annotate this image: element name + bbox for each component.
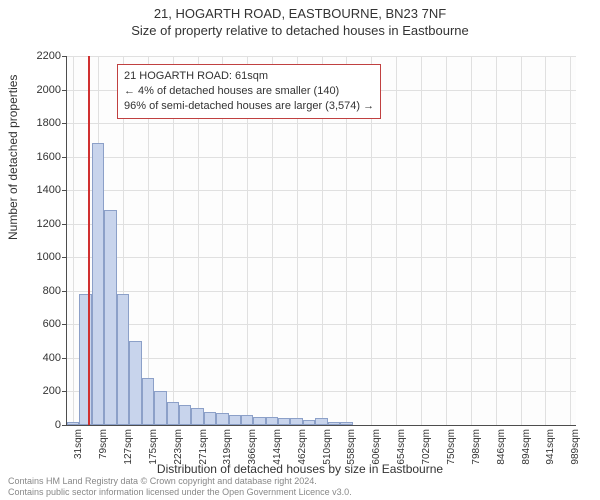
y-tick-label: 2200 bbox=[11, 50, 67, 62]
x-tick-label: 846sqm bbox=[496, 429, 507, 465]
credits-line: Contains public sector information licen… bbox=[8, 487, 352, 498]
histogram-bar bbox=[266, 417, 278, 425]
chart-title-main: 21, HOGARTH ROAD, EASTBOURNE, BN23 7NF bbox=[0, 0, 600, 21]
y-tick-mark bbox=[62, 391, 67, 392]
histogram-bar bbox=[328, 422, 340, 425]
x-tick-label: 606sqm bbox=[371, 429, 382, 465]
y-tick-label: 1000 bbox=[11, 251, 67, 263]
credits-text: Contains HM Land Registry data © Crown c… bbox=[8, 476, 352, 498]
y-tick-mark bbox=[62, 224, 67, 225]
histogram-bar bbox=[67, 422, 79, 425]
histogram-bar bbox=[204, 412, 216, 425]
x-tick-label: 223sqm bbox=[173, 429, 184, 465]
histogram-bar bbox=[79, 294, 91, 425]
y-tick-label: 600 bbox=[11, 318, 67, 330]
y-tick-label: 2000 bbox=[11, 84, 67, 96]
histogram-bar bbox=[191, 408, 203, 425]
x-tick-label: 175sqm bbox=[148, 429, 159, 465]
x-tick-label: 79sqm bbox=[98, 429, 109, 459]
gridline-vertical bbox=[73, 56, 74, 425]
y-tick-mark bbox=[62, 90, 67, 91]
x-tick-label: 462sqm bbox=[297, 429, 308, 465]
plot-area: 0200400600800100012001400160018002000220… bbox=[66, 56, 576, 426]
y-tick-mark bbox=[62, 56, 67, 57]
y-tick-mark bbox=[62, 123, 67, 124]
y-tick-label: 1800 bbox=[11, 117, 67, 129]
x-tick-label: 750sqm bbox=[446, 429, 457, 465]
x-tick-label: 702sqm bbox=[421, 429, 432, 465]
histogram-bar bbox=[290, 418, 302, 425]
x-axis-label: Distribution of detached houses by size … bbox=[0, 462, 600, 476]
gridline-vertical bbox=[396, 56, 397, 425]
x-tick-label: 366sqm bbox=[247, 429, 258, 465]
x-tick-label: 941sqm bbox=[545, 429, 556, 465]
x-tick-label: 798sqm bbox=[471, 429, 482, 465]
y-tick-label: 400 bbox=[11, 352, 67, 364]
histogram-bar bbox=[340, 422, 352, 425]
annotation-line: 96% of semi-detached houses are larger (… bbox=[124, 99, 374, 114]
gridline-vertical bbox=[421, 56, 422, 425]
chart-container: 21, HOGARTH ROAD, EASTBOURNE, BN23 7NF S… bbox=[0, 0, 600, 500]
x-tick-label: 31sqm bbox=[73, 429, 84, 459]
histogram-bar bbox=[241, 415, 253, 425]
x-tick-label: 654sqm bbox=[396, 429, 407, 465]
annotation-line: ← 4% of detached houses are smaller (140… bbox=[124, 84, 374, 99]
x-tick-label: 271sqm bbox=[198, 429, 209, 465]
x-tick-label: 558sqm bbox=[346, 429, 357, 465]
histogram-bar bbox=[278, 418, 290, 425]
gridline-vertical bbox=[471, 56, 472, 425]
y-tick-mark bbox=[62, 324, 67, 325]
histogram-bar bbox=[315, 418, 327, 425]
y-tick-mark bbox=[62, 257, 67, 258]
x-tick-label: 414sqm bbox=[272, 429, 283, 465]
y-tick-mark bbox=[62, 190, 67, 191]
histogram-bar bbox=[303, 420, 315, 425]
chart-title-sub: Size of property relative to detached ho… bbox=[0, 21, 600, 38]
credits-line: Contains HM Land Registry data © Crown c… bbox=[8, 476, 352, 487]
histogram-bar bbox=[117, 294, 129, 425]
histogram-bar bbox=[129, 341, 141, 425]
annotation-box: 21 HOGARTH ROAD: 61sqm ← 4% of detached … bbox=[117, 64, 381, 119]
y-tick-label: 200 bbox=[11, 385, 67, 397]
gridline-vertical bbox=[496, 56, 497, 425]
histogram-bar bbox=[229, 415, 241, 425]
gridline-vertical bbox=[521, 56, 522, 425]
x-tick-label: 127sqm bbox=[123, 429, 134, 465]
gridline-vertical bbox=[545, 56, 546, 425]
y-tick-label: 1200 bbox=[11, 218, 67, 230]
histogram-bar bbox=[216, 413, 228, 425]
x-tick-label: 989sqm bbox=[570, 429, 581, 465]
y-tick-label: 1600 bbox=[11, 151, 67, 163]
x-tick-label: 894sqm bbox=[521, 429, 532, 465]
y-tick-mark bbox=[62, 291, 67, 292]
histogram-bar bbox=[179, 405, 191, 425]
x-tick-label: 510sqm bbox=[322, 429, 333, 465]
gridline-vertical bbox=[570, 56, 571, 425]
histogram-bar bbox=[167, 402, 179, 425]
y-tick-mark bbox=[62, 358, 67, 359]
annotation-line: 21 HOGARTH ROAD: 61sqm bbox=[124, 69, 374, 84]
gridline-vertical bbox=[446, 56, 447, 425]
histogram-bar bbox=[154, 391, 166, 425]
y-tick-label: 1400 bbox=[11, 184, 67, 196]
reference-line bbox=[88, 56, 90, 425]
x-tick-label: 319sqm bbox=[222, 429, 233, 465]
histogram-bar bbox=[253, 417, 265, 425]
histogram-bar bbox=[92, 143, 104, 425]
y-tick-mark bbox=[62, 157, 67, 158]
y-tick-mark bbox=[62, 425, 67, 426]
histogram-bar bbox=[142, 378, 154, 425]
y-tick-label: 800 bbox=[11, 285, 67, 297]
y-tick-label: 0 bbox=[11, 419, 67, 431]
histogram-bar bbox=[104, 210, 116, 425]
